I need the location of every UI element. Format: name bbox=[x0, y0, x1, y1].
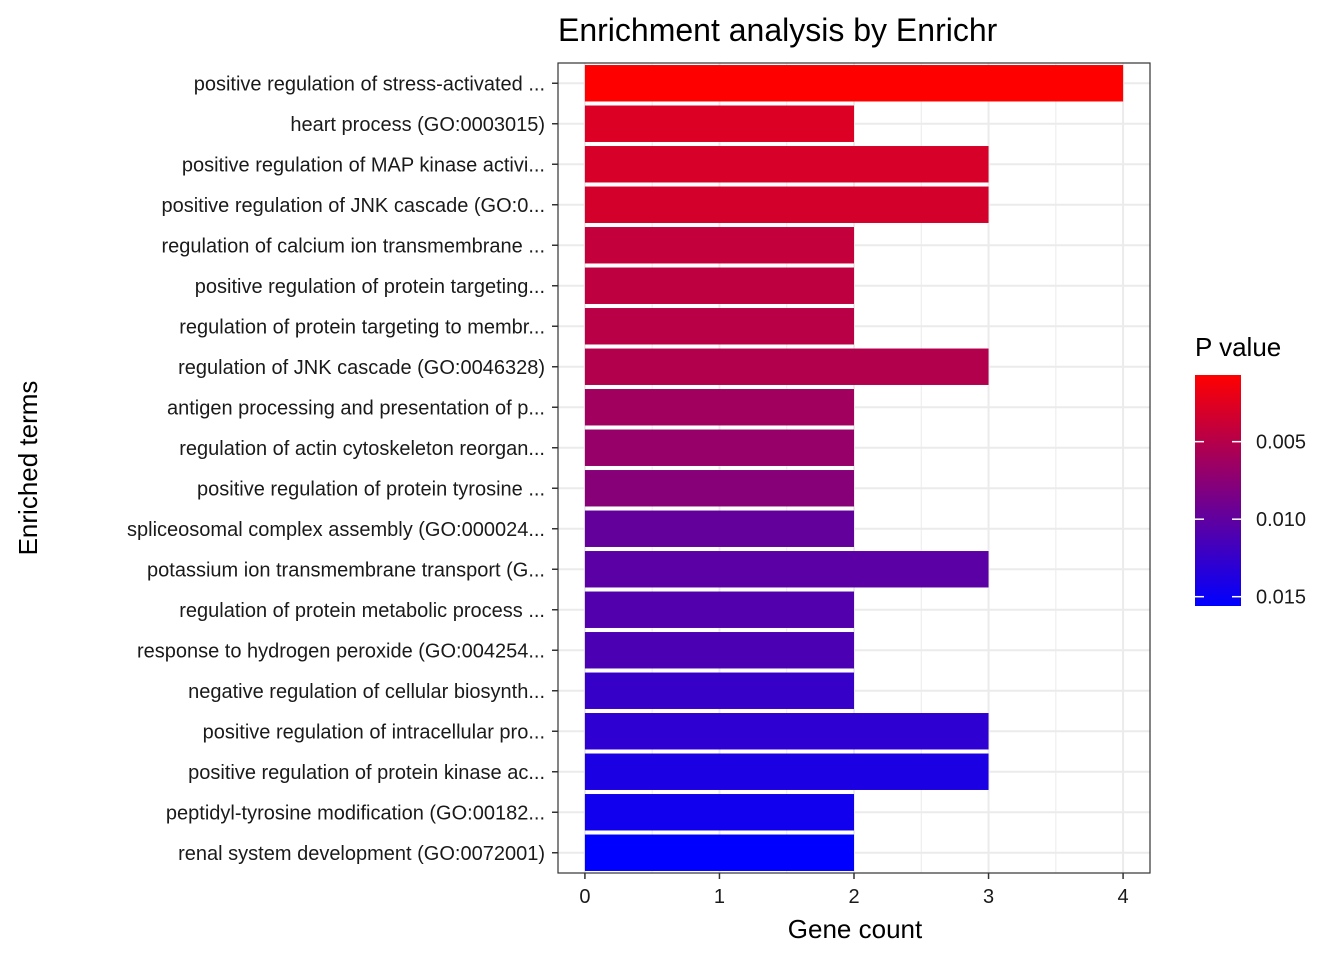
legend-ticks: 0.005 0.010 0.015 bbox=[1195, 432, 1306, 609]
bar bbox=[584, 510, 854, 547]
x-axis-title: Gene count bbox=[788, 914, 923, 944]
bar bbox=[584, 632, 854, 669]
bar bbox=[584, 672, 854, 709]
bars bbox=[584, 65, 1124, 871]
x-tick-label: 1 bbox=[714, 886, 725, 908]
term-label: spliceosomal complex assembly (GO:000024… bbox=[127, 519, 545, 541]
bar bbox=[584, 65, 1124, 102]
plot-panel bbox=[557, 62, 1151, 874]
bar bbox=[584, 389, 854, 426]
term-label: regulation of protein metabolic process … bbox=[179, 600, 545, 622]
term-label: negative regulation of cellular biosynth… bbox=[188, 681, 545, 703]
term-label: positive regulation of JNK cascade (GO:0… bbox=[161, 195, 545, 217]
term-label: regulation of actin cytoskeleton reorgan… bbox=[179, 438, 545, 460]
term-label: regulation of JNK cascade (GO:0046328) bbox=[178, 357, 545, 379]
term-label: potassium ion transmembrane transport (G… bbox=[147, 559, 545, 581]
bar bbox=[584, 146, 989, 183]
bar bbox=[584, 834, 854, 871]
bar bbox=[584, 429, 854, 466]
legend-title: P value bbox=[1195, 332, 1281, 362]
bar bbox=[584, 308, 854, 345]
legend-tick-label: 0.005 bbox=[1256, 432, 1306, 454]
bar bbox=[584, 591, 854, 628]
term-label: positive regulation of MAP kinase activi… bbox=[182, 154, 545, 176]
y-axis-title: Enriched terms bbox=[13, 381, 43, 556]
bar bbox=[584, 470, 854, 507]
bar bbox=[584, 753, 989, 790]
bar bbox=[584, 794, 854, 831]
bar bbox=[584, 551, 989, 588]
bar bbox=[584, 105, 854, 142]
term-label: positive regulation of protein kinase ac… bbox=[188, 762, 545, 784]
legend-tick-label: 0.010 bbox=[1256, 509, 1306, 531]
bar bbox=[584, 348, 989, 385]
bar bbox=[584, 186, 989, 223]
term-label: antigen processing and presentation of p… bbox=[167, 397, 545, 419]
term-label: peptidyl-tyrosine modification (GO:00182… bbox=[166, 802, 545, 824]
term-label: regulation of protein targeting to membr… bbox=[179, 316, 545, 338]
term-label: heart process (GO:0003015) bbox=[290, 114, 545, 136]
legend-colorbar bbox=[1195, 375, 1241, 606]
chart-title: Enrichment analysis by Enrichr bbox=[558, 12, 998, 48]
y-axis: positive regulation of stress-activated … bbox=[127, 73, 558, 865]
term-label: response to hydrogen peroxide (GO:004254… bbox=[137, 640, 545, 662]
term-label: positive regulation of protein tyrosine … bbox=[197, 478, 545, 500]
x-tick-label: 2 bbox=[848, 886, 859, 908]
term-label: positive regulation of stress-activated … bbox=[194, 73, 545, 95]
x-axis: 0 1 2 3 4 bbox=[579, 873, 1129, 908]
x-tick-label: 4 bbox=[1118, 886, 1129, 908]
legend-tick-label: 0.015 bbox=[1256, 587, 1306, 609]
bar bbox=[584, 267, 854, 304]
p-value-legend: P value 0.005 0.010 0.015 bbox=[1195, 332, 1306, 609]
bar bbox=[584, 713, 989, 750]
term-label: renal system development (GO:0072001) bbox=[178, 843, 545, 865]
term-label: positive regulation of intracellular pro… bbox=[203, 721, 545, 743]
x-tick-label: 3 bbox=[983, 886, 994, 908]
bar bbox=[584, 227, 854, 264]
term-label: positive regulation of protein targeting… bbox=[195, 276, 545, 298]
term-label: regulation of calcium ion transmembrane … bbox=[161, 235, 545, 257]
x-tick-label: 0 bbox=[579, 886, 590, 908]
